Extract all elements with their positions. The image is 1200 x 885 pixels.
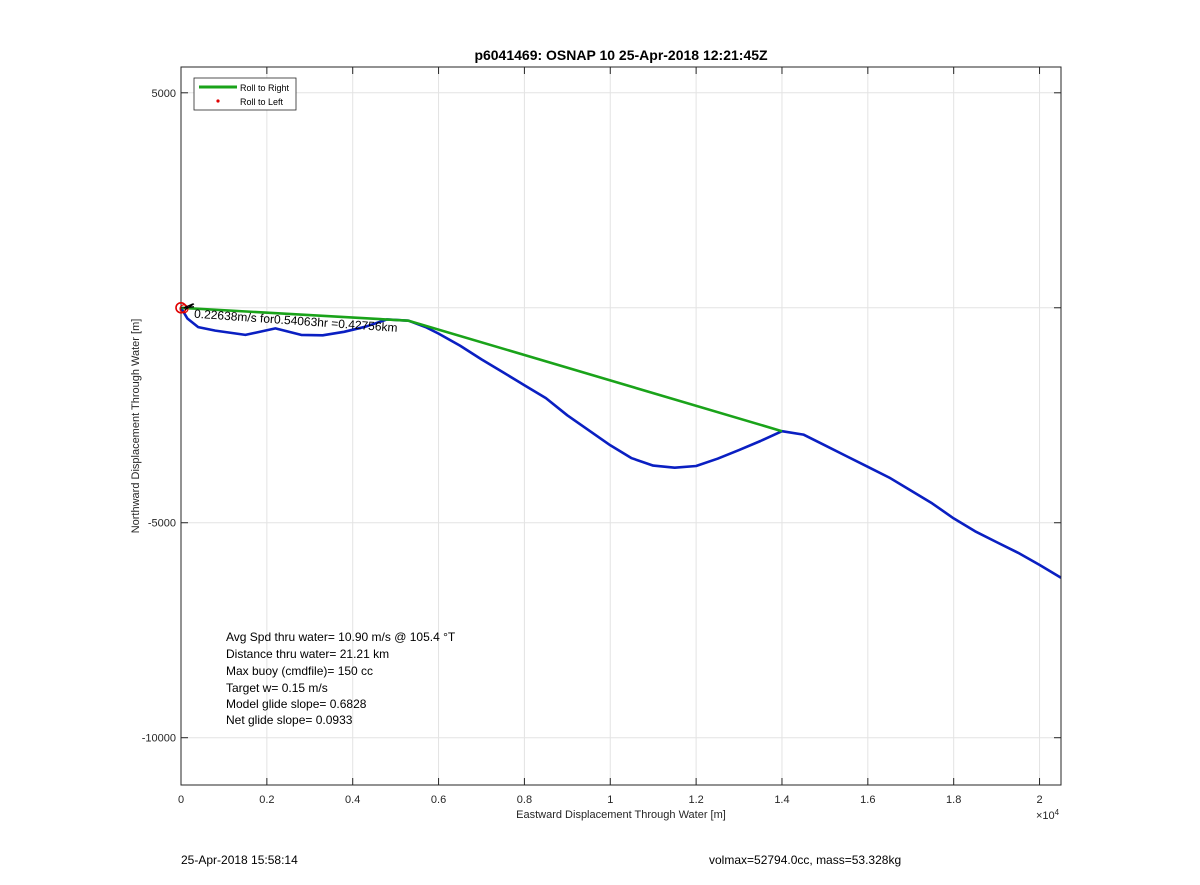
x-exponent: ×104 [1036, 808, 1060, 822]
x-tick-label: 0.4 [345, 794, 360, 806]
x-tick-label: 1.6 [860, 794, 875, 806]
plot-title: p6041469: OSNAP 10 25-Apr-2018 12:21:45Z [474, 47, 768, 63]
y-tick-label: -5000 [148, 518, 176, 530]
trajectory-chart: 0 0.2 0.4 0.6 0.8 1 1.2 1.4 1.6 1.8 2 -10000 -5000 50… [130, 47, 1062, 822]
x-tick-label: 1.8 [946, 794, 961, 806]
legend-box [193, 77, 297, 111]
footer-mass-info: volmax=52794.0cc, mass=53.328kg [709, 853, 902, 867]
stat-model-glide: Model glide slope= 0.6828 [226, 697, 367, 711]
y-axis-title: Northward Displacement Through Water [m] [130, 319, 142, 534]
stat-avg-speed: Avg Spd thru water= 10.90 m/s @ 105.4 °T [226, 630, 456, 644]
x-exponent-power: 4 [1055, 808, 1060, 817]
stats-block: Avg Spd thru water= 10.90 m/s @ 105.4 °T… [226, 630, 456, 727]
start-marker-circle-2 [179, 304, 189, 314]
x-tick-label: 2 [1036, 794, 1042, 806]
x-tick-label: 0 [178, 794, 184, 806]
legend-label-roll-right: Roll to Right [240, 83, 290, 93]
x-tick-label: 1.2 [688, 794, 703, 806]
y-tick-label: 5000 [152, 88, 176, 100]
stat-net-glide: Net glide slope= 0.0933 [226, 713, 353, 727]
axes-box [180, 66, 1062, 786]
x-tick-label: 1 [607, 794, 613, 806]
stat-max-buoy: Max buoy (cmdfile)= 150 cc [226, 664, 373, 678]
x-tick-label: 0.8 [517, 794, 532, 806]
series-line-0 [179, 307, 1062, 579]
stat-distance: Distance thru water= 21.21 km [226, 647, 389, 661]
y-tick-label: -10000 [142, 733, 176, 745]
footer-timestamp: 25-Apr-2018 15:58:14 [181, 853, 298, 867]
plot-area [181, 67, 1061, 785]
x-axis-title: Eastward Displacement Through Water [m] [516, 809, 726, 821]
x-exponent-base: ×10 [1036, 810, 1055, 822]
x-tick-label: 1.4 [774, 794, 789, 806]
x-tick-label: 0.6 [431, 794, 446, 806]
stat-target-w: Target w= 0.15 m/s [226, 681, 328, 695]
series-line-1 [180, 306, 783, 433]
series-layer [179, 306, 1062, 579]
legend: Roll to Right Roll to Left [193, 77, 297, 111]
legend-label-roll-left: Roll to Left [240, 97, 284, 107]
drift-arrows [183, 303, 195, 311]
x-tick-label: 0.2 [259, 794, 274, 806]
grid [180, 67, 1061, 785]
ticks-layer: 0 0.2 0.4 0.6 0.8 1 1.2 1.4 1.6 1.8 2 -10000 -5000 50… [142, 67, 1061, 806]
legend-swatch-roll-left [216, 99, 220, 103]
